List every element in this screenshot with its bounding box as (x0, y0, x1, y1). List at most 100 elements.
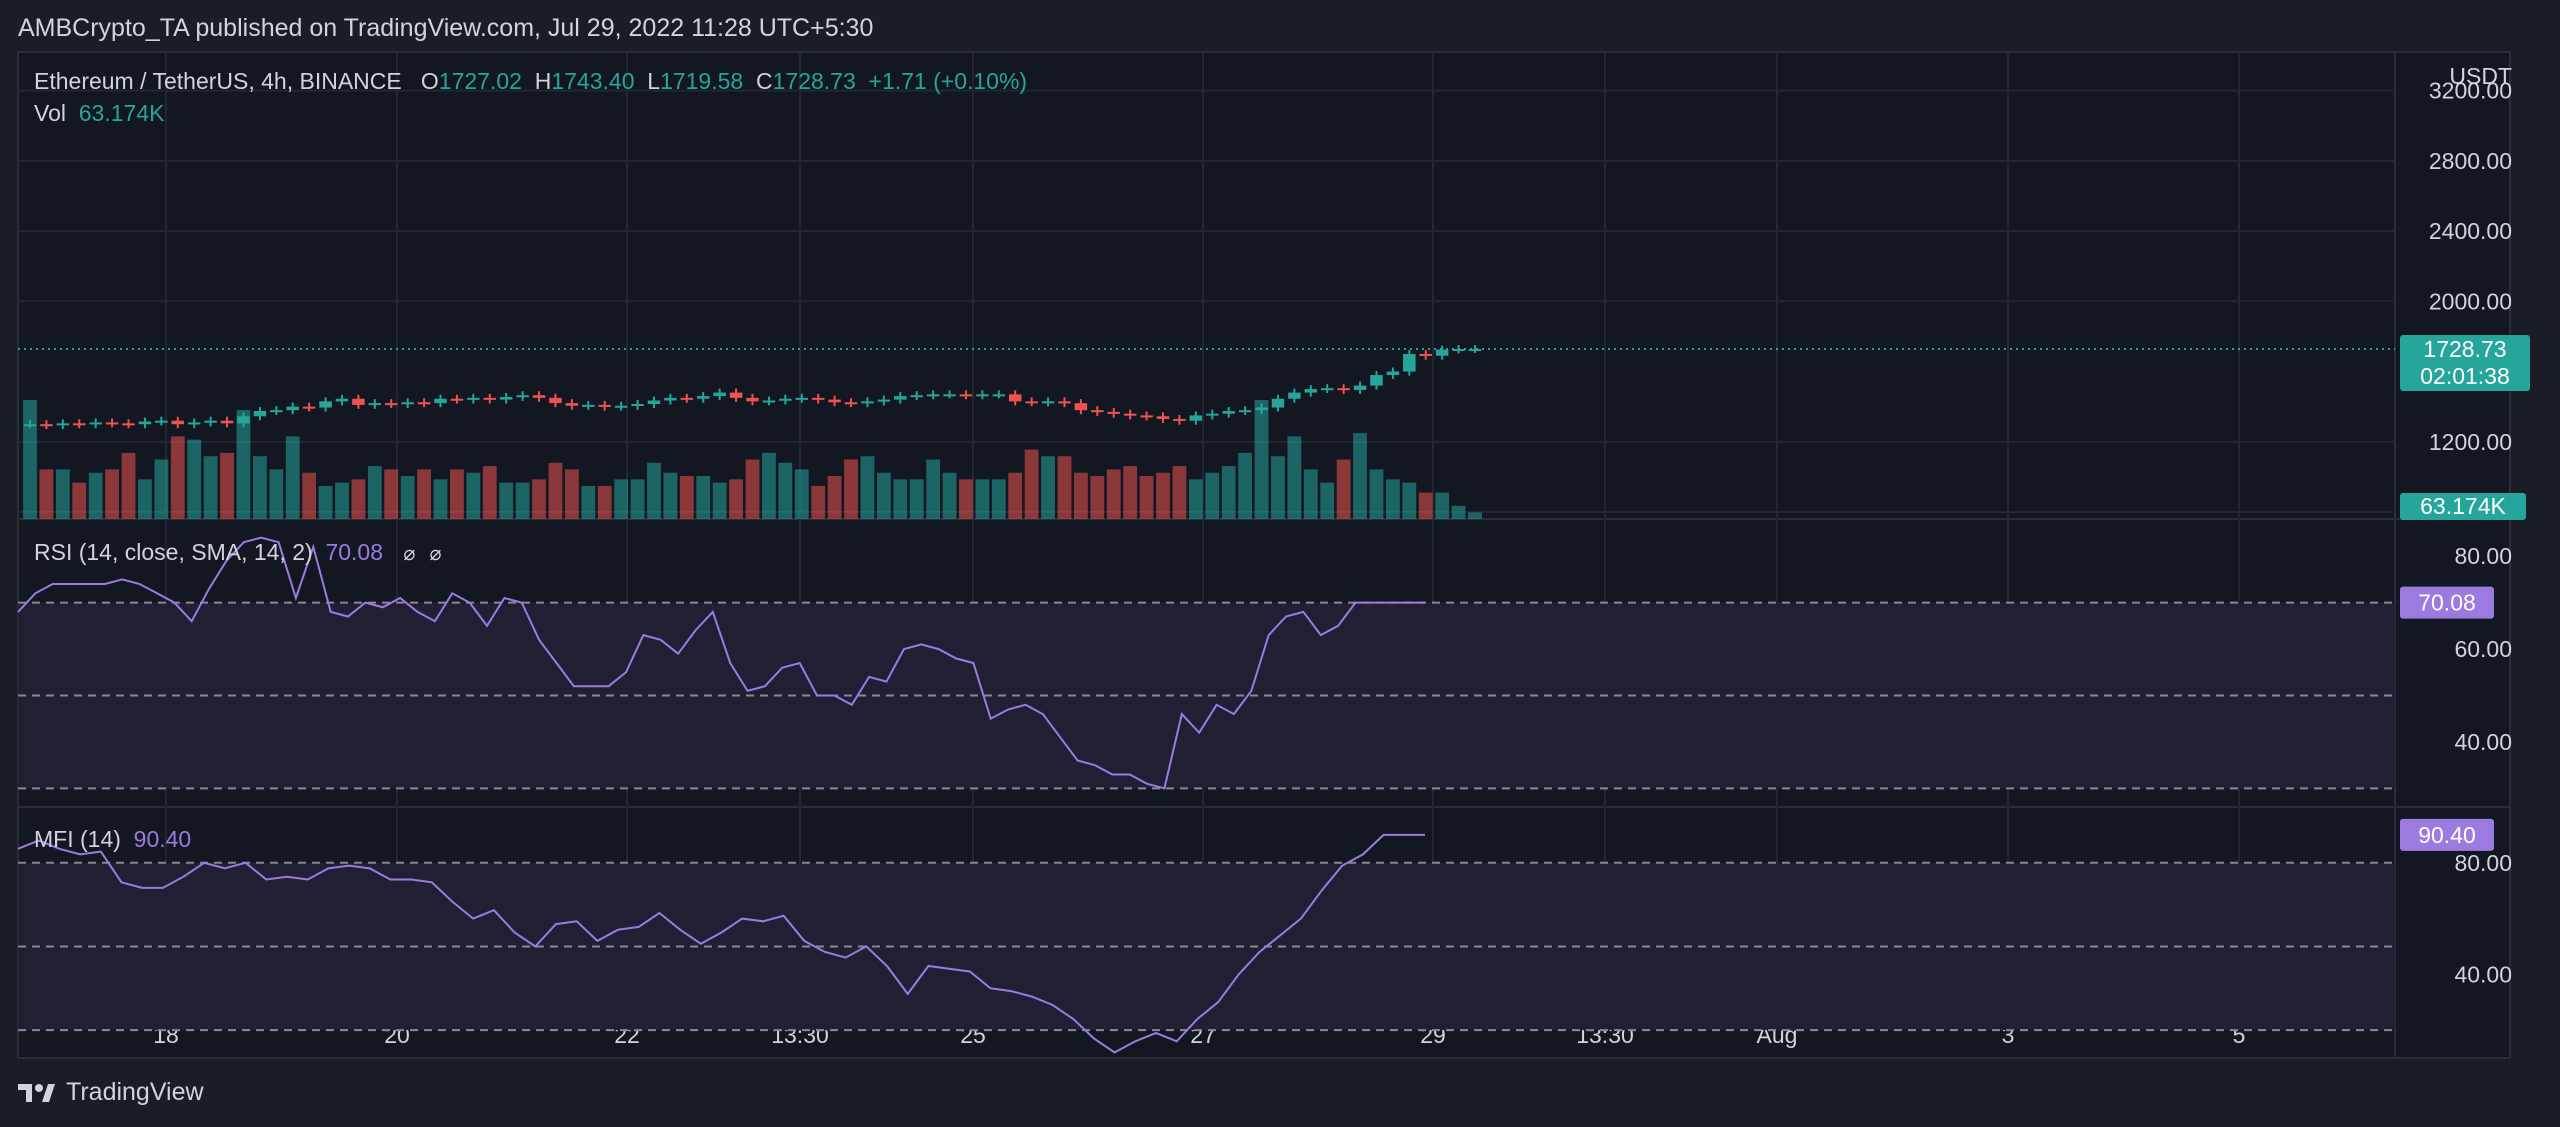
slashed-circle-icon[interactable]: ⌀ (403, 543, 416, 565)
price-axis-unit: USDT (2449, 63, 2512, 89)
volume-bar (991, 479, 1006, 519)
volume-bar (351, 479, 366, 519)
candle-body (664, 397, 677, 401)
symbol-title[interactable]: Ethereum / TetherUS, 4h, BINANCE (34, 68, 402, 94)
candle-body (1468, 349, 1482, 352)
candle-body (1419, 353, 1432, 356)
candle-body (647, 400, 661, 405)
candle-body (467, 397, 480, 400)
volume-bar (1320, 482, 1335, 519)
volume-bar (170, 436, 185, 519)
indicator-tick-label: 80.00 (2454, 850, 2512, 876)
volume-bar (515, 482, 530, 519)
candle-body (1041, 401, 1055, 404)
candle-body (926, 394, 940, 397)
candle-body (762, 400, 776, 403)
brand-name[interactable]: TradingView (66, 1078, 204, 1106)
mfi-value-badge (2400, 818, 2494, 851)
volume-bar (1205, 472, 1220, 519)
candle-body (138, 421, 152, 425)
volume-bar (269, 469, 284, 519)
volume-bar (1188, 479, 1203, 519)
volume-bar (926, 459, 941, 519)
volume-bar (614, 479, 629, 519)
countdown-label: 02:01:38 (2420, 363, 2510, 389)
candle-body (105, 422, 119, 425)
volume-bar (23, 400, 37, 519)
candle-body (1320, 388, 1334, 391)
volume-bar (236, 409, 251, 519)
volume-bar (959, 479, 973, 519)
candle-body (1025, 401, 1038, 404)
candle-body (549, 397, 562, 404)
candle-body (1386, 371, 1400, 376)
volume-bar (433, 479, 448, 519)
candle-body (713, 392, 726, 397)
candle-body (696, 396, 710, 399)
volume-bar (647, 462, 661, 519)
candle-body (1271, 398, 1285, 408)
volume-bar (827, 476, 842, 519)
candle-body (1238, 410, 1252, 413)
volume-bar (630, 479, 645, 519)
candle-body (319, 401, 332, 408)
volume-bar (1271, 456, 1285, 519)
volume-bar (1369, 469, 1384, 519)
candle-body (910, 395, 923, 398)
mfi-legend: MFI (14) 90.40 (34, 826, 191, 853)
volume-bar (860, 456, 875, 519)
candle-body (1353, 385, 1367, 390)
price-tick-label: 2000.00 (2429, 288, 2512, 314)
volume-bar (482, 466, 497, 519)
candle-body (1288, 392, 1301, 399)
candle-body (253, 411, 267, 417)
candle-body (204, 420, 217, 423)
candle-body (401, 402, 414, 405)
candle-body (155, 420, 168, 423)
volume-bar (1106, 469, 1121, 519)
volume-bar (1172, 466, 1187, 519)
volume-bar (844, 459, 858, 519)
volume-bar (72, 482, 87, 519)
candle-body (1173, 418, 1186, 421)
candle-body (1370, 375, 1383, 386)
candle-body (729, 392, 743, 398)
volume-bar (893, 479, 908, 519)
volume-bar (548, 462, 563, 519)
candle-body (1107, 411, 1120, 414)
candle-body (877, 399, 891, 402)
candle-body (1091, 410, 1104, 413)
volume-bar (1303, 469, 1318, 519)
volume-bar (1287, 436, 1302, 519)
tradingview-logo-icon[interactable] (18, 1082, 56, 1104)
candle-body (352, 398, 365, 405)
price-legend: Ethereum / TetherUS, 4h, BINANCE O1727.0… (34, 68, 1027, 95)
volume-value: 63.174K (78, 100, 165, 126)
mfi-label[interactable]: MFI (14) (34, 826, 121, 852)
volume-bar (975, 479, 990, 519)
candle-body (631, 404, 644, 407)
volume-bar (154, 459, 169, 519)
volume-label[interactable]: Vol (34, 100, 66, 126)
candle-body (302, 406, 316, 409)
volume-badge (2400, 493, 2526, 520)
candle-body (187, 422, 201, 425)
rsi-label[interactable]: RSI (14, close, SMA, 14, 2) (34, 539, 313, 565)
volume-bar (794, 469, 809, 519)
candle-body (1337, 388, 1350, 391)
candle-body (1206, 413, 1219, 416)
volume-bar (1156, 472, 1170, 519)
low-value: 1719.58 (660, 68, 744, 94)
mfi-last-value-label: 90.40 (2418, 822, 2476, 848)
candle-body (1140, 415, 1153, 418)
candle-body (1435, 349, 1449, 356)
volume-bar (105, 469, 119, 519)
volume-bar (187, 439, 202, 519)
volume-bar (367, 466, 382, 519)
candle-body (73, 423, 86, 426)
candle-body (598, 404, 611, 407)
volume-bar (564, 469, 579, 519)
candle-body (565, 403, 579, 406)
volume-bar (1057, 456, 1072, 519)
slashed-circle-icon[interactable]: ⌀ (429, 543, 442, 565)
